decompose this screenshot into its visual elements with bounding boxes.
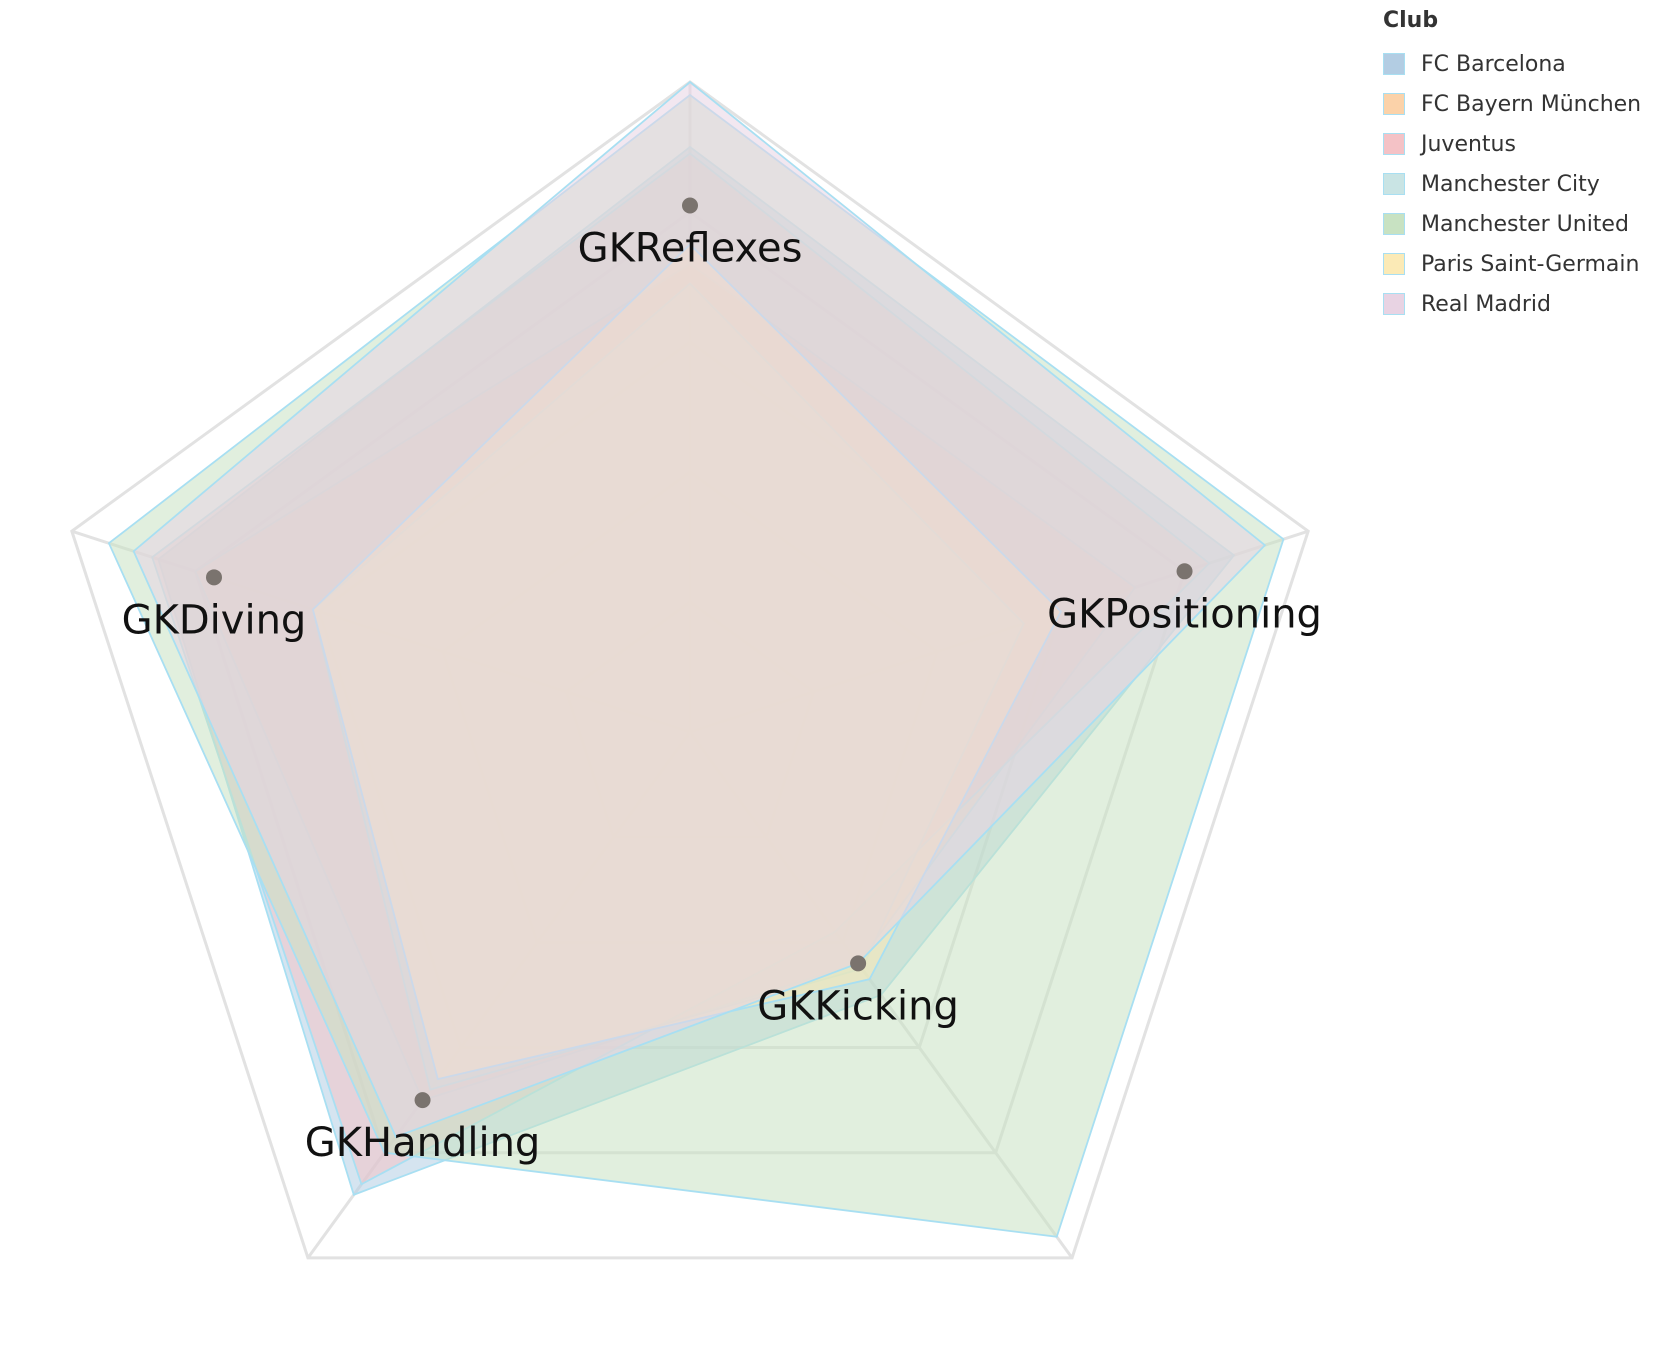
legend-item-4[interactable]: Manchester City [1383, 164, 1653, 204]
axis-labels: GKReflexes GKPositioning GKKicking GKHandli… [122, 226, 1322, 1167]
axis-label-4: GKHandling [305, 1120, 541, 1166]
legend-item-2[interactable]: FC Bayern München [1383, 84, 1653, 124]
legend-item-5[interactable]: Manchester United [1383, 204, 1653, 244]
mean-point-4[interactable] [414, 1092, 431, 1109]
axis-label-1: GKReflexes [578, 226, 803, 272]
legend: Club FC Barcelona FC Bayern München Juvent… [1383, 6, 1653, 324]
legend-swatch [1383, 173, 1405, 195]
series-area-7[interactable] [132, 80, 1267, 1139]
radar-chart: GKReflexes GKPositioning GKKicking GKHandli… [70, 80, 1322, 1260]
legend-swatch [1383, 253, 1405, 275]
legend-label: Manchester City [1421, 171, 1600, 197]
legend-label: Manchester United [1421, 211, 1629, 237]
mean-point-3[interactable] [850, 955, 867, 972]
legend-swatch [1383, 293, 1405, 315]
legend-label: FC Barcelona [1421, 51, 1566, 77]
legend-swatch [1383, 93, 1405, 115]
legend-label: Paris Saint-Germain [1421, 251, 1640, 277]
legend-title: Club [1383, 8, 1439, 33]
axis-label-5: GKDiving [122, 597, 307, 643]
grid-ring-5 [70, 80, 1310, 1260]
legend-item-3[interactable]: Juventus [1383, 124, 1653, 164]
legend-label: FC Bayern München [1421, 91, 1642, 117]
legend-item-6[interactable]: Paris Saint-Germain [1383, 244, 1653, 284]
legend-swatch [1383, 53, 1405, 75]
mean-point-5[interactable] [205, 569, 222, 586]
mean-point-2[interactable] [1176, 563, 1193, 580]
legend-label: Real Madrid [1421, 291, 1551, 317]
axis-label-3: GKKicking [757, 983, 959, 1029]
mean-point-1[interactable] [682, 197, 698, 214]
axis-label-2: GKPositioning [1047, 591, 1322, 637]
legend-swatch [1383, 133, 1405, 155]
legend-label: Juventus [1421, 131, 1516, 157]
legend-item-1[interactable]: FC Barcelona [1383, 44, 1653, 84]
legend-item-7[interactable]: Real Madrid [1383, 284, 1653, 324]
legend-swatch [1383, 213, 1405, 235]
series-areas [107, 80, 1285, 1238]
mean-points [205, 197, 1193, 1109]
